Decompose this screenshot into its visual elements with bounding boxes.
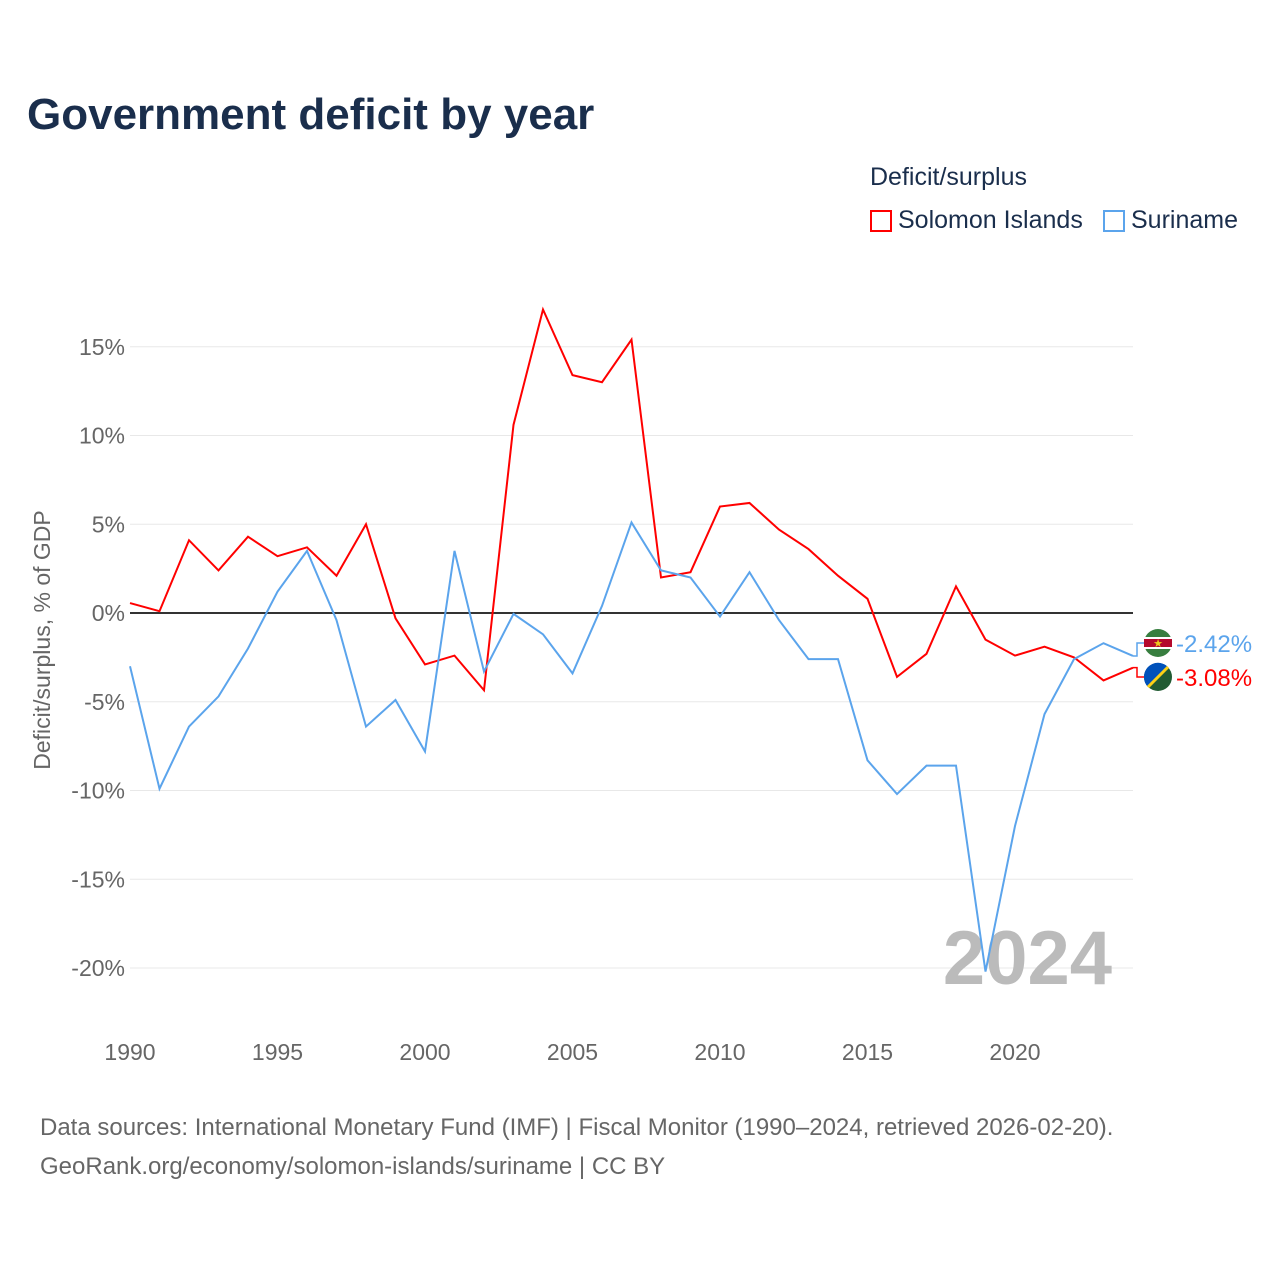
legend-title: Deficit/surplus [870, 163, 1027, 191]
x-tick-label: 1990 [104, 1039, 155, 1065]
y-tick-label: 10% [79, 423, 125, 449]
flag-stripe [1144, 647, 1172, 649]
flag-stripe [1144, 637, 1172, 639]
series-line-suriname [129, 520, 1134, 972]
x-tick-label: 1995 [252, 1039, 303, 1065]
flag-part [1143, 662, 1168, 687]
year-watermark: 2024 [943, 916, 1112, 1001]
legend-swatch [1103, 209, 1125, 232]
flag-part [1146, 665, 1170, 689]
y-tick-label: -5% [84, 689, 125, 715]
y-axis-label: Deficit/surplus, % of GDP [29, 510, 55, 769]
footer: Data sources: International Monetary Fun… [40, 1108, 1113, 1186]
y-tick-label: 0% [92, 600, 125, 626]
legend-label: Suriname [1131, 206, 1238, 234]
end-value-label: -3.08% [1176, 665, 1252, 692]
flag-star-icon: ★ [1153, 638, 1163, 650]
legend-swatch [870, 209, 892, 232]
chart-title: Government deficit by year [27, 90, 595, 139]
x-tick-label: 2005 [547, 1039, 598, 1065]
legend-item-suriname[interactable]: Suriname [1103, 206, 1238, 235]
series-line-solomon-islands [129, 306, 1134, 693]
source-link[interactable]: GeoRank.org/economy/solomon-islands/suri… [40, 1153, 666, 1180]
legend-item-solomon-islands[interactable]: Solomon Islands [870, 206, 1083, 235]
x-tick-label: 2020 [989, 1039, 1040, 1065]
y-tick-label: 5% [92, 511, 125, 537]
data-source: Data sources: International Monetary Fun… [40, 1114, 1114, 1141]
y-tick-label: 15% [79, 334, 125, 360]
x-tick-label: 2000 [399, 1039, 450, 1065]
x-tick-label: 2015 [842, 1039, 893, 1065]
end-connector [1133, 666, 1145, 678]
y-tick-label: -10% [71, 778, 125, 804]
y-tick-label: -20% [71, 955, 125, 981]
legend-label: Solomon Islands [898, 206, 1083, 234]
flag-stripe [1144, 637, 1172, 649]
end-connector [1133, 642, 1145, 657]
y-tick-label: -15% [71, 866, 125, 892]
end-value-label: -2.42% [1176, 631, 1252, 658]
x-tick-label: 2010 [694, 1039, 745, 1065]
